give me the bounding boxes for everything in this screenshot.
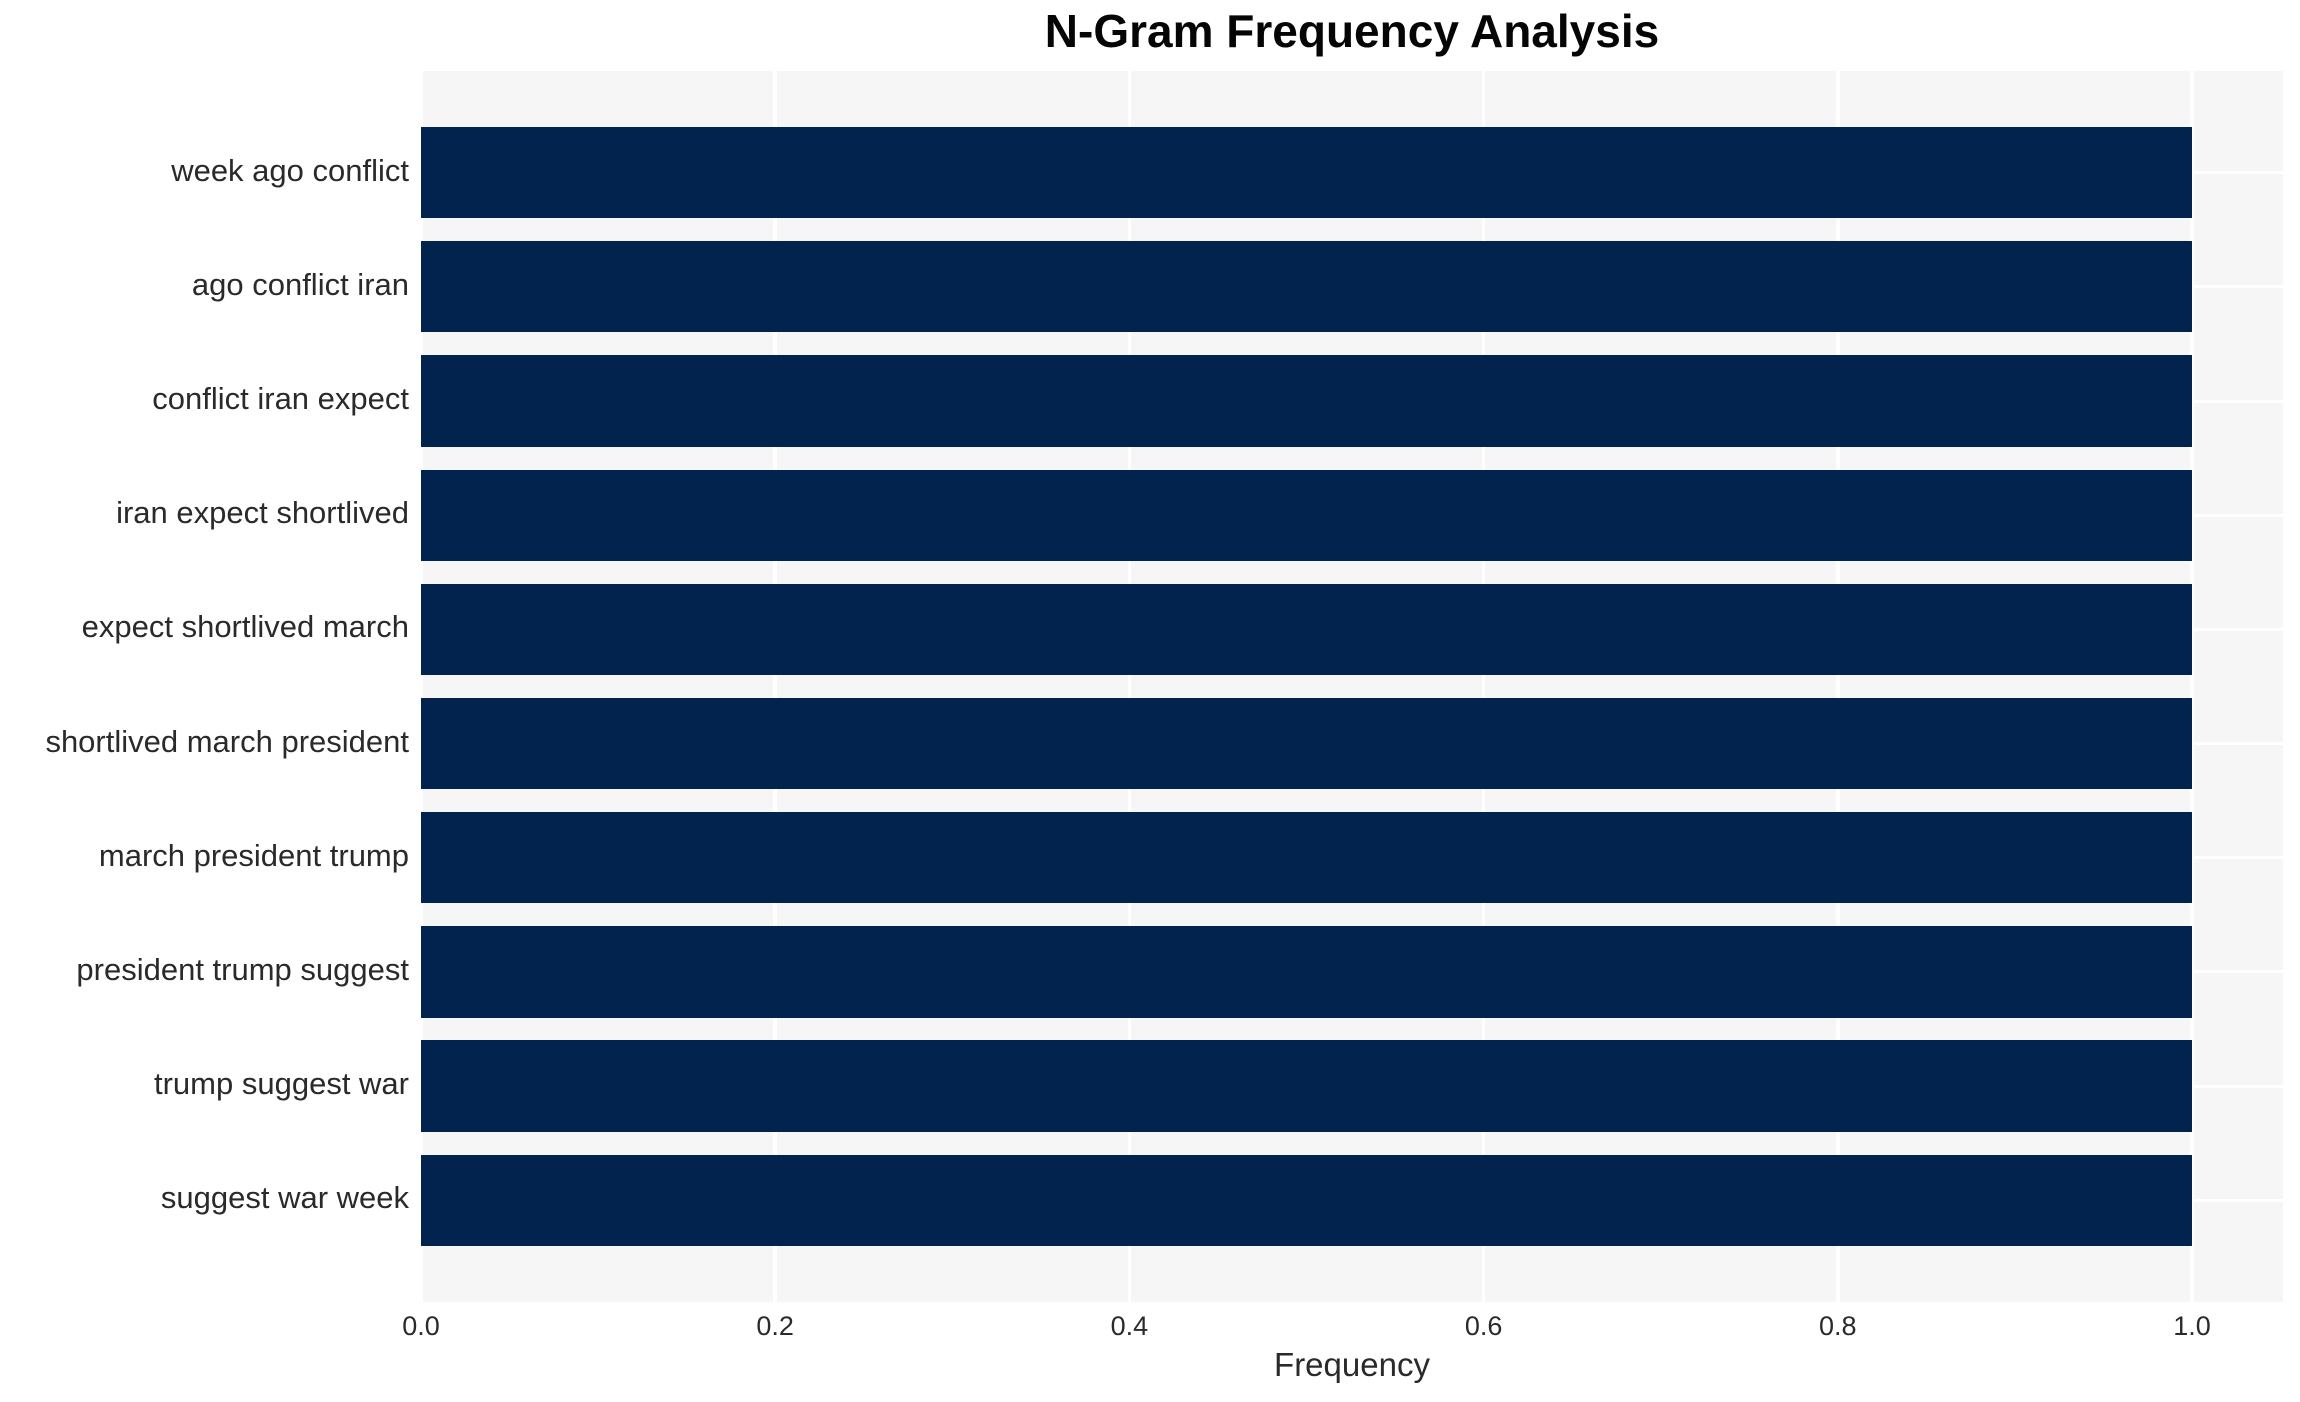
x-gridline — [419, 71, 423, 1302]
bar-ago-conflict-iran — [421, 241, 2192, 333]
y-tick-label: ago conflict iran — [191, 266, 409, 302]
y-tick-label: president trump suggest — [76, 951, 409, 987]
bar-week-ago-conflict — [421, 126, 2192, 219]
bar-suggest-war-week — [421, 1154, 2192, 1247]
bar-march-president-trump — [421, 812, 2192, 904]
bar-shortlived-march-president — [421, 697, 2192, 790]
bar-iran-expect-shortlived — [421, 469, 2192, 561]
bar-conflict-iran-expect — [421, 355, 2192, 447]
x-tick-label: 1.0 — [2173, 1311, 2211, 1341]
y-tick-label: trump suggest war — [154, 1066, 409, 1102]
x-gridline — [1836, 71, 1840, 1302]
y-tick-label: suggest war week — [160, 1180, 409, 1216]
bar-president-trump-suggest — [421, 926, 2192, 1018]
x-tick-label: 0.6 — [1464, 1311, 1503, 1341]
y-tick-label: week ago conflict — [171, 152, 409, 188]
x-axis-label: Frequency — [1274, 1346, 1430, 1383]
y-tick-label: expect shortlived march — [81, 609, 409, 645]
y-tick-label: shortlived march president — [45, 723, 409, 759]
y-tick-label: march president trump — [98, 837, 409, 873]
chart-title: N-Gram Frequency Analysis — [1044, 5, 1660, 57]
x-tick-label: 0.4 — [1110, 1311, 1149, 1341]
x-gridline — [1127, 71, 1132, 1302]
plot-area — [419, 71, 2283, 1302]
x-tick-label: 0.0 — [402, 1311, 440, 1341]
bar-expect-shortlived-march — [421, 583, 2192, 676]
y-tick-label: conflict iran expect — [152, 381, 409, 417]
x-tick-label: 0.2 — [756, 1311, 794, 1341]
x-gridline — [1481, 71, 1486, 1302]
bar-trump-suggest-war — [421, 1040, 2192, 1132]
x-gridline — [773, 71, 777, 1302]
x-gridline — [2190, 71, 2194, 1302]
y-tick-label: iran expect shortlived — [116, 495, 409, 531]
x-tick-label: 0.8 — [1819, 1311, 1857, 1341]
